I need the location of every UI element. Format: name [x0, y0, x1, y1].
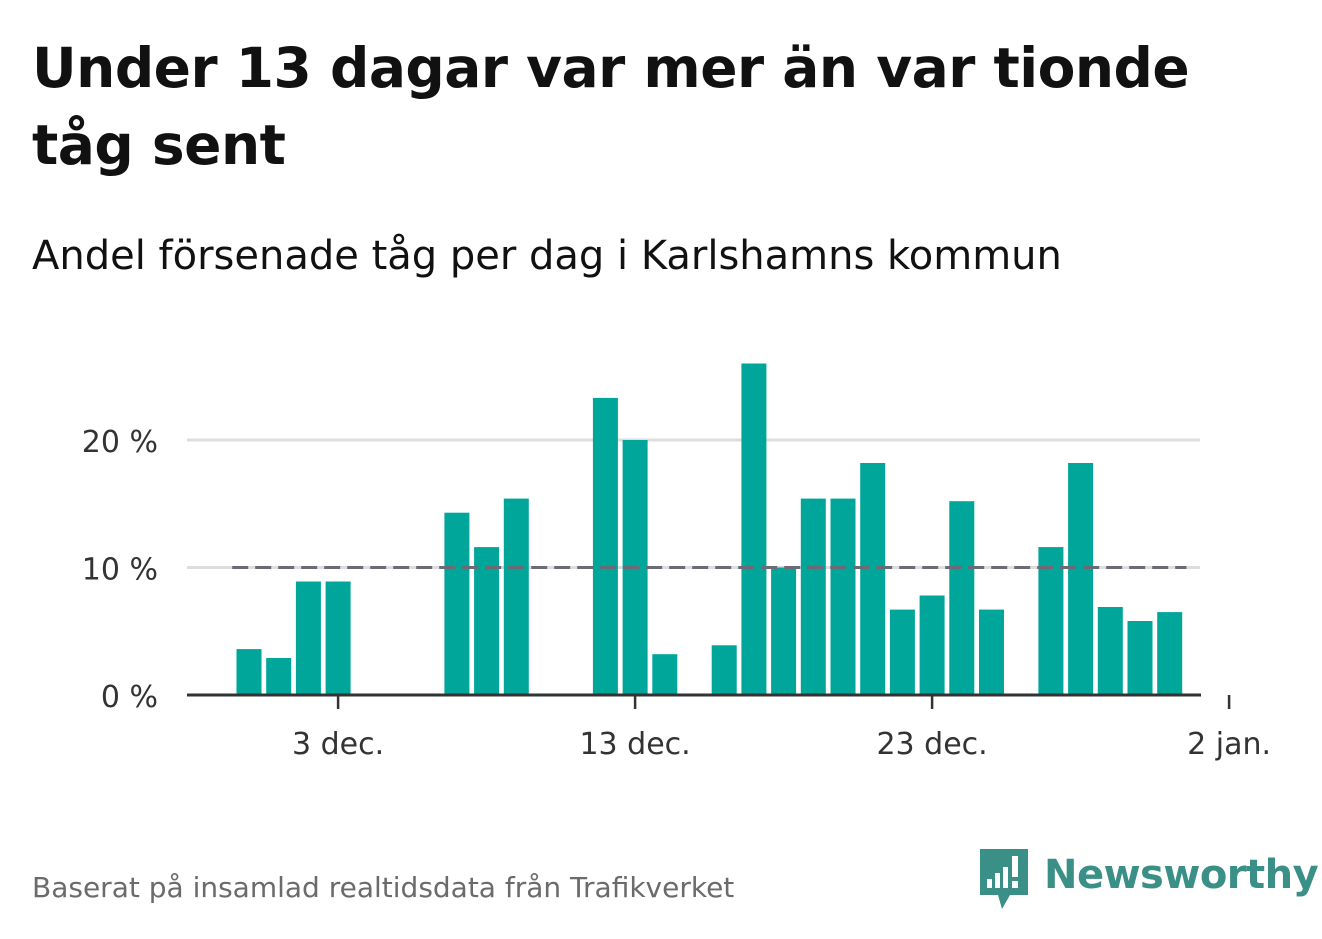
bar	[979, 609, 1004, 695]
y-tick-label: 10 %	[82, 553, 158, 588]
bar	[711, 645, 737, 695]
x-tick-label: 2 jan.	[1187, 727, 1271, 762]
x-tick-label: 13 dec.	[579, 727, 690, 762]
bar	[860, 463, 886, 695]
bar	[1038, 547, 1064, 695]
bar	[1127, 621, 1153, 695]
bar	[741, 363, 767, 695]
x-tick-label: 23 dec.	[876, 727, 987, 762]
bar	[325, 581, 351, 695]
bar	[919, 595, 945, 695]
x-axis-labels: 3 dec. 13 dec. 23 dec. 2 jan.	[292, 727, 1271, 762]
bar	[474, 547, 500, 695]
x-axis	[187, 693, 1231, 709]
bars	[236, 363, 1183, 695]
chart-subtitle: Andel försenade tåg per dag i Karlshamns…	[32, 233, 1062, 279]
bar	[592, 397, 618, 695]
brand-name: Newsworthy	[1044, 852, 1319, 898]
bar	[889, 609, 915, 695]
chart-title: Under 13 dagar var mer än var tionde tåg…	[32, 36, 1190, 177]
bar	[236, 649, 262, 695]
brand-logo: Newsworthy	[980, 849, 1319, 911]
bar	[1097, 607, 1123, 695]
y-tick-label: 20 %	[82, 425, 158, 460]
source-note: Baserat på insamlad realtidsdata från Tr…	[32, 871, 735, 904]
bar	[1157, 612, 1183, 695]
bar	[266, 658, 292, 695]
newsworthy-logo-icon	[980, 849, 1028, 909]
bar	[949, 501, 975, 695]
y-tick-label: 0 %	[101, 680, 158, 715]
x-tick-label: 3 dec.	[292, 727, 384, 762]
bar	[830, 498, 856, 695]
bar	[1068, 463, 1094, 695]
bar	[444, 512, 470, 695]
y-axis-labels: 0 % 10 % 20 %	[82, 425, 158, 715]
bar	[800, 498, 826, 695]
bar	[503, 498, 529, 695]
bar	[295, 581, 321, 695]
bar	[771, 567, 797, 695]
bar	[652, 654, 678, 695]
